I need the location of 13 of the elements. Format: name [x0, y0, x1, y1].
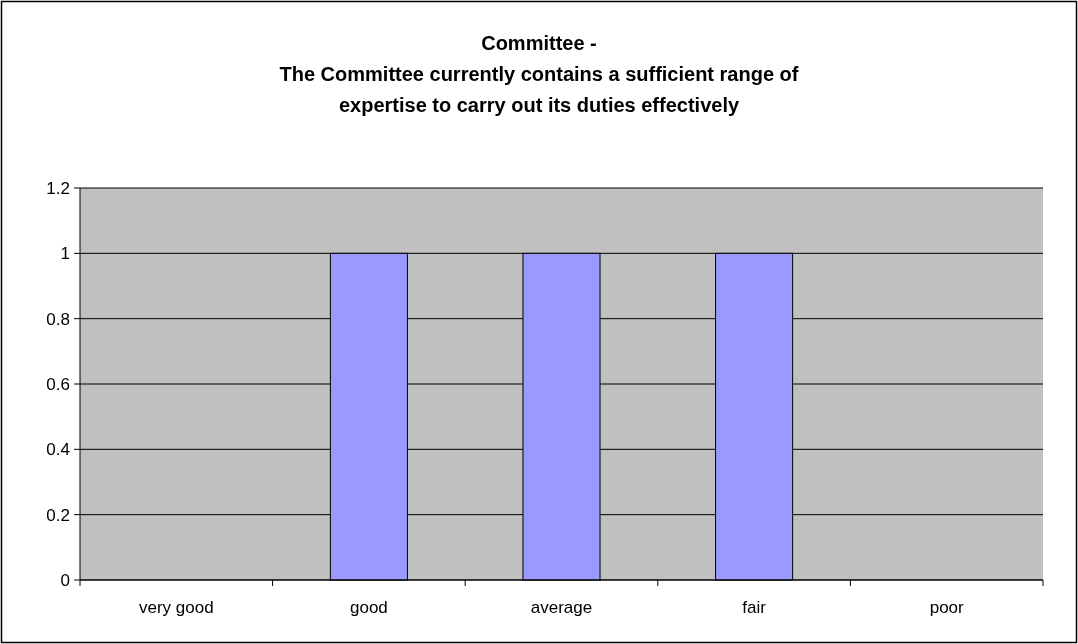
y-tick-label: 1 [60, 244, 70, 264]
x-tick-label: average [530, 598, 593, 617]
y-tick-label: 0.6 [46, 374, 70, 394]
x-tick-label: fair [742, 598, 767, 617]
y-tick-label: 0.2 [46, 505, 70, 525]
y-tick-label: 0 [60, 570, 70, 590]
y-tick-label: 0.4 [46, 440, 70, 460]
x-tick-label: poor [929, 598, 965, 617]
y-tick-label: 0.8 [46, 309, 70, 329]
x-tick-label: good [349, 598, 388, 617]
chart-title: Committee - The Committee currently contains a sufficient range of expertise to carry out its duties effectively [279, 32, 799, 116]
y-tick-label: 1.2 [46, 178, 70, 198]
x-tick-label: very good [138, 598, 214, 617]
